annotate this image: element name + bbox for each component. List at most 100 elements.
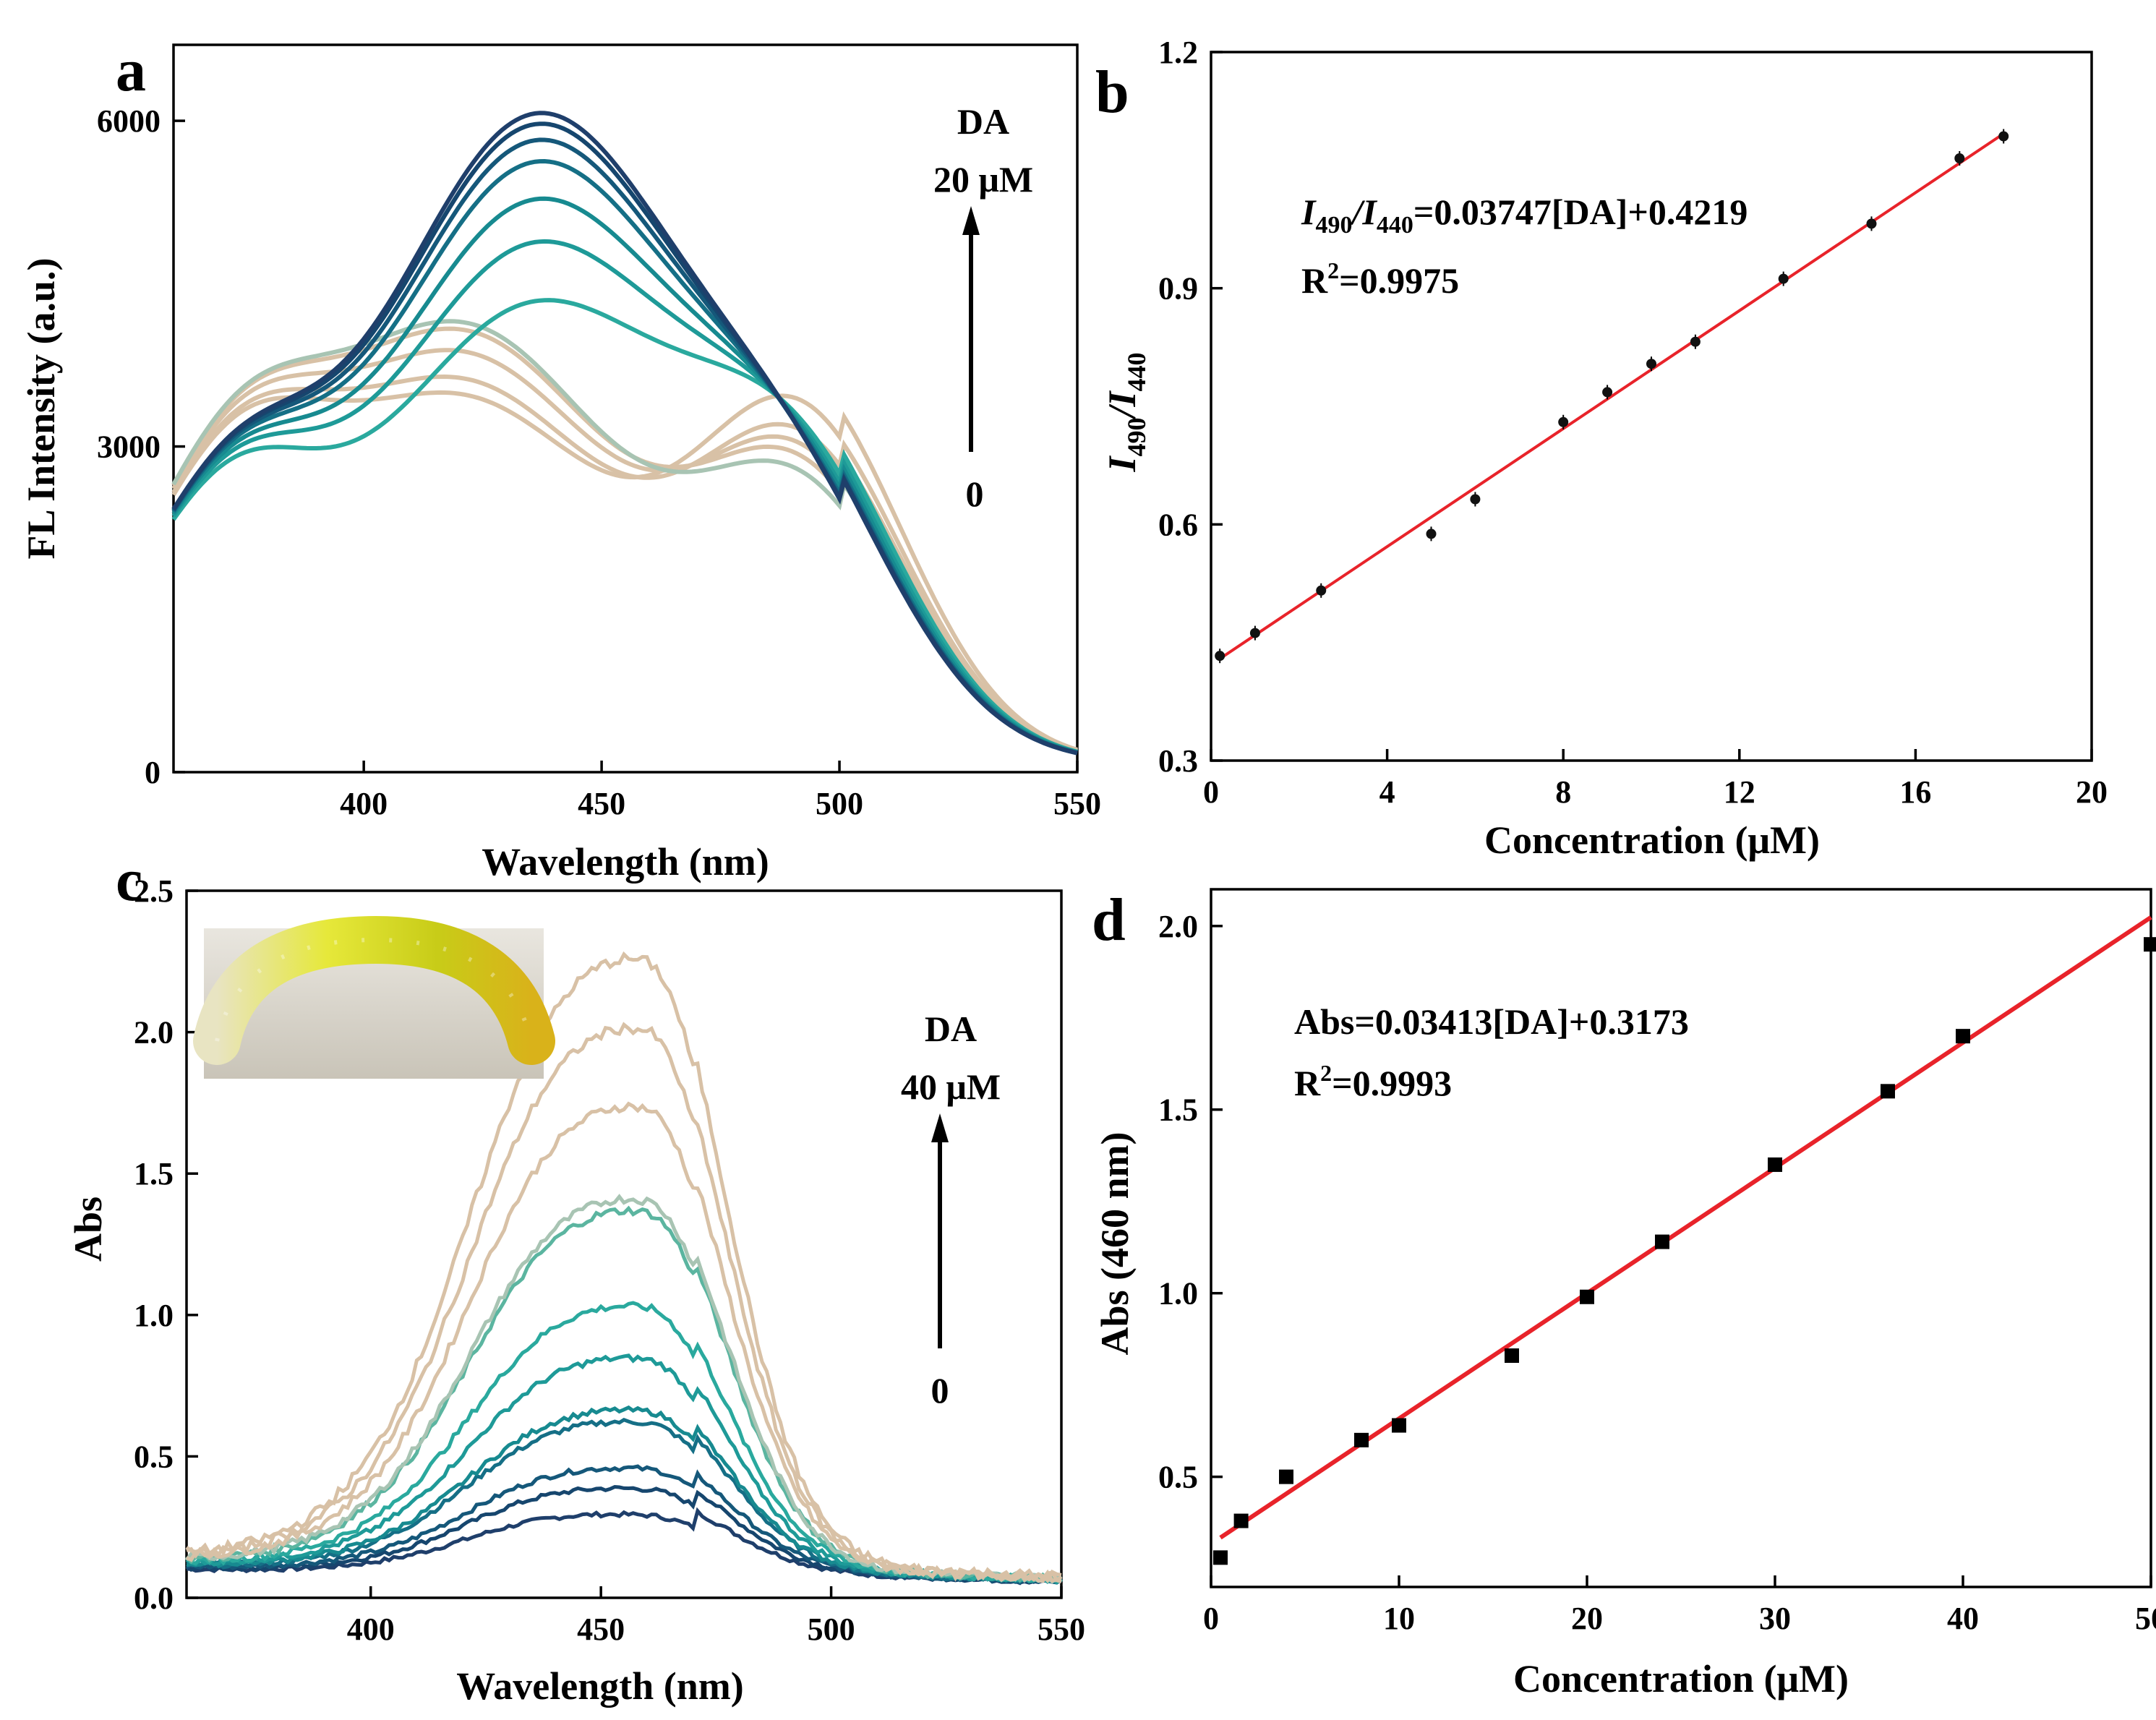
panel-b-r2-sup: 2 (1327, 257, 1339, 283)
panel-b-point (1316, 585, 1327, 596)
vials-photo-inset (193, 915, 555, 1079)
panel-d-ytick-label: 1.5 (1158, 1092, 1198, 1128)
panel-c: 400 450 500 550 0.0 0.5 1.0 1.5 2.0 2.5 c Wavelen… (67, 847, 1085, 1708)
panel-b-r2: R2=0.9975 (1301, 257, 1459, 301)
panel-b-point (1646, 359, 1656, 369)
panel-a-xtick-label: 550 (1053, 786, 1101, 821)
panel-a-frame (172, 43, 1079, 774)
panel-c-letter: c (116, 847, 142, 914)
panel-b-xtick-label: 16 (1899, 774, 1931, 810)
panel-b-point (1470, 494, 1481, 505)
panel-d-points (1213, 937, 2156, 1565)
panel-b-eq-i1: I (1301, 192, 1317, 232)
panel-b: 0 4 8 12 16 20 0.3 0.6 0.9 1.2 b Concentration (μ… (1095, 35, 2108, 862)
panel-d-ylabel: Abs (460 nm) (1093, 1131, 1137, 1355)
panel-b-point (1215, 651, 1225, 662)
panel-b-ylabel-i1: I (1100, 455, 1144, 473)
panel-d-point (1580, 1289, 1594, 1304)
panel-a-xlabel: Wavelength (nm) (482, 840, 769, 883)
panel-a-spectrum-2 (171, 348, 1078, 753)
panel-d-point (1279, 1469, 1293, 1484)
panel-d-ticks: 0 10 20 30 40 50 0.5 1.0 1.5 2.0 (1158, 909, 2156, 1636)
panel-a-ytick-label: 3000 (97, 429, 161, 465)
panel-b-ylabel-sub2: 440 (1122, 352, 1151, 391)
panel-b-r2-prefix: R (1301, 260, 1328, 301)
panel-a-arrowhead (962, 206, 980, 235)
panel-c-ytick-label: 1.5 (134, 1156, 174, 1191)
panel-d-point (1213, 1550, 1228, 1565)
panel-a-spectrum-8 (171, 158, 1078, 756)
panel-d-r2-sup: 2 (1320, 1060, 1332, 1086)
panel-d-point (2144, 937, 2156, 952)
panel-c-ticks: 400 450 500 550 0.0 0.5 1.0 1.5 2.0 2.5 (134, 873, 1085, 1647)
panel-b-ylabel-sub1: 490 (1122, 418, 1151, 457)
panel-b-point (1249, 628, 1260, 638)
panel-b-ticks: 0 4 8 12 16 20 0.3 0.6 0.9 1.2 (1158, 35, 2108, 810)
panel-a-spectrum-5 (171, 298, 1078, 754)
panel-b-ylabel: I490/I440 (1100, 352, 1151, 472)
panel-b-xlabel: Concentration (μM) (1484, 818, 1820, 862)
panel-a-annot-bottom: 0 (966, 474, 984, 514)
panel-b-point (1954, 153, 1965, 163)
panel-b-eq-rest: =0.03747[DA]+0.4219 (1413, 192, 1748, 232)
panel-c-spectrum-3 (186, 1418, 1063, 1585)
panel-d-letter: d (1092, 886, 1126, 954)
panel-d-r2-value: =0.9993 (1332, 1063, 1452, 1103)
panel-b-equation: I490/I440=0.03747[DA]+0.4219 (1301, 192, 1748, 239)
panel-d-point (1956, 1029, 1970, 1044)
panel-c-spectrum-2 (186, 1464, 1062, 1584)
panel-b-ylabel-slash: /I (1100, 390, 1144, 421)
panel-a-letter: a (116, 37, 146, 104)
panel-c-spectrum-6 (185, 1301, 1063, 1584)
panel-c-spectrum-7 (185, 1205, 1063, 1583)
panel-d-ytick-label: 1.0 (1158, 1276, 1198, 1312)
panel-a-ytick-label: 0 (145, 755, 161, 790)
panel-d-xtick-label: 0 (1203, 1601, 1219, 1636)
panel-a-ticks: 400 450 500 550 0 3000 6000 (97, 103, 1101, 821)
panel-b-points (1215, 129, 2009, 664)
panel-d-fit-line (1219, 915, 2152, 1540)
panel-b-point (1426, 529, 1437, 539)
panel-d-ytick-label: 0.5 (1158, 1460, 1198, 1495)
panel-c-xtick-label: 400 (347, 1612, 395, 1647)
panel-d-xtick-label: 10 (1383, 1601, 1415, 1636)
panel-d-xlabel: Concentration (μM) (1513, 1657, 1849, 1700)
panel-b-letter: b (1095, 59, 1129, 126)
panel-d-point (1768, 1157, 1782, 1172)
panel-d-equation: Abs=0.03413[DA]+0.3173 (1294, 1001, 1689, 1042)
panel-b-point (1558, 416, 1569, 427)
panel-a-ytick-label: 6000 (97, 103, 161, 139)
panel-c-xlabel: Wavelength (nm) (456, 1664, 744, 1708)
panel-b-r2-value: =0.9975 (1339, 260, 1459, 301)
panel-c-frame (185, 889, 1063, 1599)
panel-d-point (1881, 1084, 1895, 1099)
panel-d-point (1505, 1348, 1519, 1364)
panel-c-xtick-label: 500 (808, 1612, 855, 1647)
panel-c-spectrum-9 (185, 1101, 1062, 1584)
panel-d-r2-prefix: R (1294, 1063, 1321, 1103)
panel-b-ytick-label: 1.2 (1158, 35, 1198, 70)
panel-b-ytick-label: 0.3 (1158, 743, 1198, 779)
panel-b-point (1690, 336, 1701, 347)
panel-d-point (1655, 1234, 1669, 1249)
panel-c-annot-analyte: DA (925, 1009, 977, 1049)
panel-a-xtick-label: 450 (578, 786, 625, 821)
panel-d-xtick-label: 30 (1759, 1601, 1791, 1636)
panel-c-ytick-label: 0.5 (134, 1439, 174, 1474)
panel-a-spectrum-11 (171, 111, 1078, 756)
panel-b-xtick-label: 8 (1555, 774, 1571, 810)
panel-c-spectrum-4 (186, 1405, 1062, 1584)
panel-d-point (1233, 1513, 1249, 1528)
panel-d-point (1354, 1432, 1369, 1447)
panel-a-xtick-label: 400 (340, 786, 388, 821)
panel-c-ytick-label: 2.5 (134, 873, 174, 909)
panel-a-spectrum-1 (171, 374, 1078, 753)
panel-b-ytick-label: 0.9 (1158, 271, 1198, 307)
panel-b-xtick-label: 12 (1724, 774, 1755, 810)
panel-c-arrowhead (931, 1113, 949, 1142)
panel-a-spectrum-0 (171, 390, 1078, 752)
panel-d-point (1392, 1418, 1406, 1433)
panel-b-point (1602, 387, 1613, 398)
